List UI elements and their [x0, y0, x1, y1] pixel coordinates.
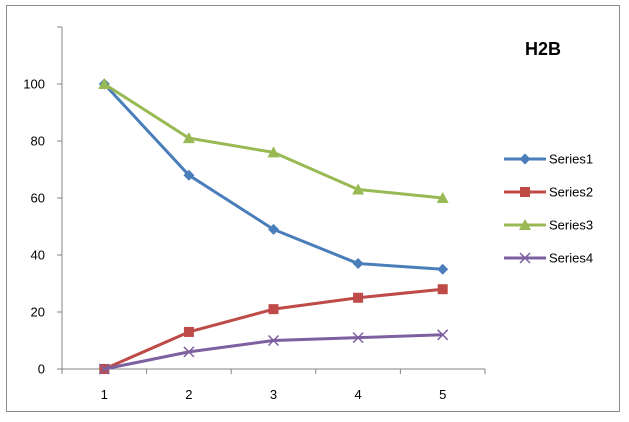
- data-point: [267, 146, 280, 158]
- data-point: [352, 183, 365, 195]
- series-4: [98, 329, 449, 375]
- chart-title: H2B: [525, 39, 561, 59]
- legend-marker: [519, 219, 531, 230]
- y-tick-label: 80: [31, 134, 45, 149]
- data-point: [437, 284, 448, 295]
- data-point: [352, 332, 364, 344]
- x-tick-label: 1: [101, 387, 108, 402]
- data-point: [437, 263, 449, 275]
- y-tick-label: 100: [23, 77, 45, 92]
- x-tick-label: 3: [270, 387, 277, 402]
- series-1: [98, 78, 449, 275]
- x-tick-label: 2: [185, 387, 192, 402]
- legend-label: Series3: [549, 218, 593, 233]
- data-point: [352, 258, 364, 270]
- series-line: [103, 82, 443, 200]
- data-point: [183, 326, 194, 337]
- legend-item: Series2: [504, 185, 593, 200]
- legend-label: Series2: [549, 185, 593, 200]
- x-tick-label: 4: [354, 387, 361, 402]
- legend-marker: [519, 153, 531, 165]
- data-point: [353, 292, 364, 303]
- data-point: [98, 363, 110, 375]
- series-line: [103, 82, 443, 271]
- legend-label: Series1: [549, 152, 593, 167]
- legend-marker: [519, 252, 531, 264]
- series-line: [103, 287, 443, 371]
- legend-item: Series3: [504, 218, 593, 233]
- data-point: [182, 132, 195, 144]
- data-point: [268, 223, 279, 235]
- data-point: [183, 346, 195, 358]
- y-tick-label: 20: [31, 305, 45, 320]
- y-tick-label: 0: [38, 362, 45, 377]
- y-tick-label: 40: [31, 248, 45, 263]
- data-point: [98, 78, 111, 89]
- legend-item: Series4: [504, 251, 593, 266]
- legend-marker: [520, 187, 530, 197]
- legend: Series1 Series2 Series3 Series4: [504, 152, 593, 266]
- chart-area: [6, 5, 620, 412]
- series-layer: [98, 78, 449, 375]
- y-tick-label: 60: [31, 191, 45, 206]
- data-point: [267, 334, 280, 347]
- legend-label: Series4: [549, 251, 593, 266]
- data-point: [183, 169, 195, 181]
- data-point: [436, 192, 449, 203]
- axes: 0 20 40 60 80 100 1 2 3 4 5: [23, 26, 486, 402]
- x-tick-label: 5: [439, 387, 446, 402]
- data-point: [437, 329, 449, 341]
- data-point: [268, 304, 279, 315]
- series-3: [98, 78, 449, 203]
- legend-item: Series1: [504, 152, 593, 167]
